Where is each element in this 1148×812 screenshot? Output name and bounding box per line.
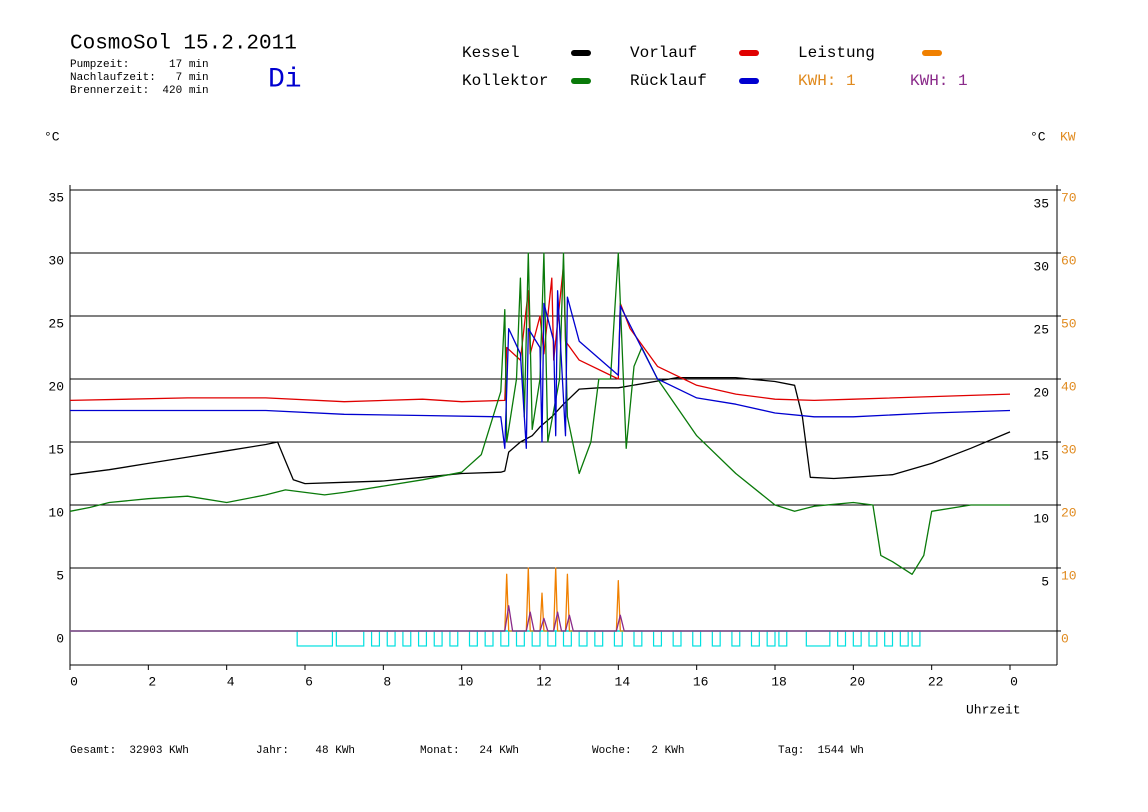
x-tick-label: 16	[693, 674, 709, 689]
x-tick-label: 6	[305, 674, 313, 689]
status-box	[296, 630, 334, 647]
y2-tick-label: 50	[1061, 316, 1077, 331]
y-tick-label-right: 30	[1033, 259, 1049, 274]
kwh-label: KWH: 1	[910, 72, 968, 90]
status-box	[778, 630, 788, 647]
x-tick-label: 10	[458, 674, 474, 689]
y-tick-label: 10	[48, 505, 64, 520]
x-tick-label: 20	[850, 674, 866, 689]
x-tick-label: 8	[383, 674, 391, 689]
x-tick-label: 2	[148, 674, 156, 689]
y-tick-label-right: 35	[1033, 196, 1049, 211]
status-box	[562, 630, 572, 647]
legend-label: Rücklauf	[630, 72, 707, 90]
status-box	[578, 630, 588, 647]
y-tick-label: 15	[48, 442, 64, 457]
status-box	[899, 630, 909, 647]
y2-tick-label: 70	[1061, 190, 1077, 205]
legend-label: Kessel	[462, 44, 520, 62]
status-box	[692, 630, 702, 647]
y-tick-label: 5	[56, 568, 64, 583]
status-box	[594, 630, 604, 647]
y-tick-label-right: 5	[1041, 574, 1049, 589]
status-box	[531, 630, 541, 647]
footer-stat: Jahr: 48 KWh	[256, 745, 355, 757]
x-tick-label: 22	[928, 674, 944, 689]
status-box	[386, 630, 396, 647]
status-box	[868, 630, 878, 647]
footer-stat: Woche: 2 KWh	[592, 745, 684, 757]
y-tick-label: 20	[48, 379, 64, 394]
y-tick-label: 25	[48, 316, 64, 331]
y2-tick-label: 20	[1061, 505, 1077, 520]
x-tick-label: 12	[536, 674, 552, 689]
y-tick-label-right: 10	[1033, 511, 1049, 526]
y-tick-label-right: 15	[1033, 448, 1049, 463]
status-box	[449, 630, 459, 647]
legend-label: Kollektor	[462, 72, 548, 90]
footer-stat: Gesamt: 32903 KWh	[70, 745, 189, 757]
y-tick-label: 0	[56, 631, 64, 646]
y2-unit: KW	[1060, 129, 1076, 144]
info-line: Pumpzeit: 17 min	[70, 59, 209, 71]
status-box	[468, 630, 478, 647]
y2-tick-label: 0	[1061, 631, 1069, 646]
status-box	[417, 630, 428, 647]
status-box	[652, 630, 663, 647]
x-tick-label: 18	[771, 674, 787, 689]
x-tick-label: 14	[615, 674, 631, 689]
x-tick-label: 0	[1010, 674, 1018, 689]
kwh-label: KWH: 1	[798, 72, 856, 90]
x-tick-label: 0	[70, 674, 78, 689]
footer-stat: Monat: 24 KWh	[420, 745, 519, 757]
series-line	[69, 252, 1010, 575]
status-box	[484, 630, 494, 647]
status-box	[750, 630, 760, 647]
status-box	[711, 630, 721, 647]
y-tick-label-right: 20	[1033, 385, 1049, 400]
legend-label: Leistung	[798, 44, 875, 62]
legend-label: Vorlauf	[630, 44, 697, 62]
status-box	[766, 630, 776, 647]
status-box	[731, 630, 741, 647]
series-line	[69, 377, 1011, 485]
status-box	[335, 630, 365, 647]
footer-stat: Tag: 1544 Wh	[778, 745, 864, 757]
status-box	[500, 630, 510, 647]
status-box	[547, 630, 557, 647]
weekday: Di	[268, 64, 302, 95]
y2-tick-label: 30	[1061, 442, 1077, 457]
y-tick-label: 35	[48, 190, 64, 205]
status-box	[805, 630, 831, 647]
x-axis-label: Uhrzeit	[966, 702, 1021, 717]
status-box	[433, 630, 443, 647]
info-line: Brennerzeit: 420 min	[70, 85, 209, 97]
status-box	[852, 630, 862, 647]
x-tick-label: 4	[227, 674, 235, 689]
y2-tick-label: 60	[1061, 253, 1077, 268]
series-line	[70, 567, 1010, 632]
status-box	[884, 630, 894, 647]
y2-tick-label: 10	[1061, 568, 1077, 583]
y2-tick-label: 40	[1061, 379, 1077, 394]
y-tick-label-right: 25	[1033, 322, 1049, 337]
y-tick-label: 30	[48, 253, 64, 268]
status-box	[402, 630, 412, 647]
status-box	[613, 630, 623, 647]
status-box	[370, 630, 381, 647]
info-line: Nachlaufzeit: 7 min	[70, 72, 209, 84]
series-line	[70, 290, 1011, 449]
status-box	[837, 630, 847, 647]
y-unit-right: °C	[1030, 129, 1046, 144]
chart-title: CosmoSol 15.2.2011	[70, 33, 297, 56]
series-line	[70, 605, 1010, 632]
y-unit: °C	[44, 129, 60, 144]
status-box	[672, 630, 682, 647]
status-box	[911, 630, 921, 647]
status-box	[515, 630, 525, 647]
status-box	[633, 630, 643, 647]
